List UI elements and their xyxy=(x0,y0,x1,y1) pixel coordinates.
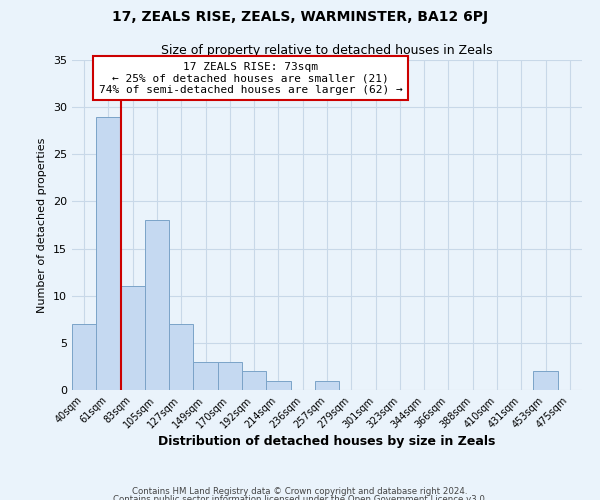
X-axis label: Distribution of detached houses by size in Zeals: Distribution of detached houses by size … xyxy=(158,436,496,448)
Bar xyxy=(169,324,193,390)
Bar xyxy=(266,380,290,390)
Title: Size of property relative to detached houses in Zeals: Size of property relative to detached ho… xyxy=(161,44,493,58)
Bar xyxy=(145,220,169,390)
Bar xyxy=(315,380,339,390)
Bar xyxy=(121,286,145,390)
Text: Contains HM Land Registry data © Crown copyright and database right 2024.: Contains HM Land Registry data © Crown c… xyxy=(132,488,468,496)
Text: 17 ZEALS RISE: 73sqm
← 25% of detached houses are smaller (21)
74% of semi-detac: 17 ZEALS RISE: 73sqm ← 25% of detached h… xyxy=(98,62,403,95)
Bar xyxy=(242,371,266,390)
Bar xyxy=(96,116,121,390)
Y-axis label: Number of detached properties: Number of detached properties xyxy=(37,138,47,312)
Bar xyxy=(533,371,558,390)
Bar xyxy=(72,324,96,390)
Bar xyxy=(193,362,218,390)
Text: 17, ZEALS RISE, ZEALS, WARMINSTER, BA12 6PJ: 17, ZEALS RISE, ZEALS, WARMINSTER, BA12 … xyxy=(112,10,488,24)
Bar xyxy=(218,362,242,390)
Text: Contains public sector information licensed under the Open Government Licence v3: Contains public sector information licen… xyxy=(113,495,487,500)
